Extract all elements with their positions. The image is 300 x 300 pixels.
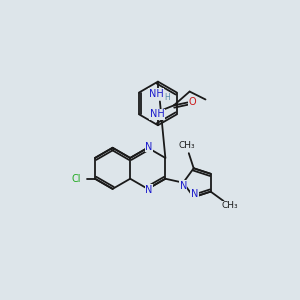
Text: NH: NH (148, 88, 163, 98)
Text: NH: NH (150, 109, 164, 119)
Text: N: N (145, 185, 152, 195)
Text: Cl: Cl (71, 174, 81, 184)
Text: N: N (191, 189, 198, 199)
Text: CH₃: CH₃ (178, 141, 195, 150)
Text: CH₃: CH₃ (222, 201, 238, 210)
Text: O: O (189, 98, 196, 107)
Text: H: H (164, 93, 170, 102)
Text: N: N (179, 181, 187, 191)
Text: N: N (145, 142, 152, 152)
